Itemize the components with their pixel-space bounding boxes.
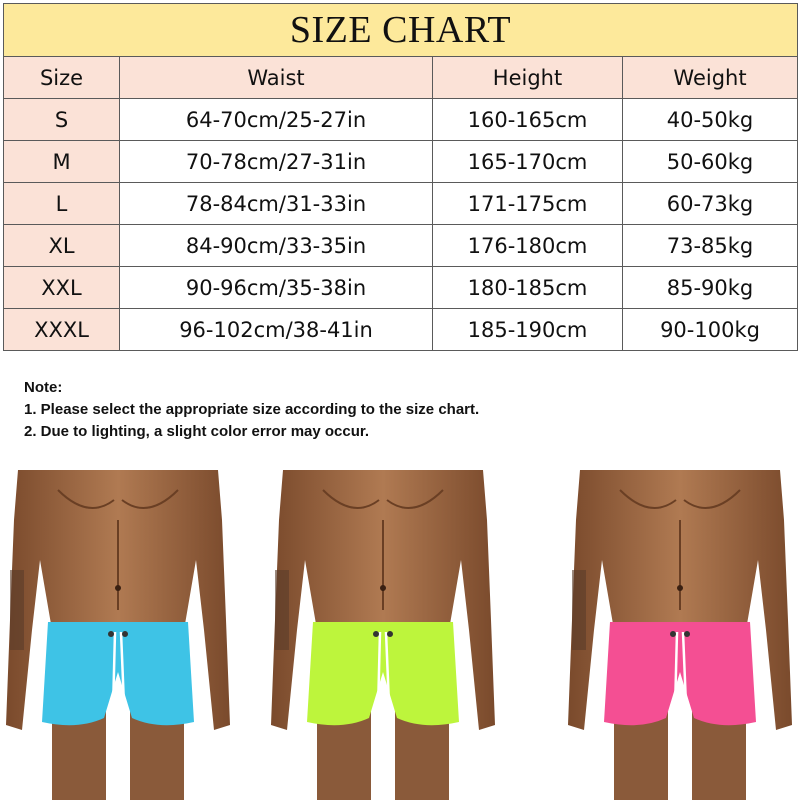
model-photo bbox=[5, 469, 231, 800]
column-header-waist: Waist bbox=[119, 56, 433, 99]
product-photos bbox=[5, 469, 793, 800]
height-cell: 176-180cm bbox=[432, 224, 623, 267]
notes: Note: 1. Please select the appropriate s… bbox=[24, 377, 479, 443]
model-photo bbox=[567, 469, 793, 800]
weight-cell: 40-50kg bbox=[622, 98, 798, 141]
column-header-size: Size bbox=[3, 56, 120, 99]
size-cell: M bbox=[3, 140, 120, 183]
size-cell: S bbox=[3, 98, 120, 141]
size-cell: XXL bbox=[3, 266, 120, 309]
waist-cell: 96-102cm/38-41in bbox=[119, 308, 433, 351]
waist-cell: 90-96cm/35-38in bbox=[119, 266, 433, 309]
column-header-height: Height bbox=[432, 56, 623, 99]
swim-shorts bbox=[604, 622, 756, 726]
table-row: M 70-78cm/27-31in 165-170cm 50-60kg bbox=[3, 140, 798, 183]
waist-cell: 70-78cm/27-31in bbox=[119, 140, 433, 183]
table-row: L 78-84cm/31-33in 171-175cm 60-73kg bbox=[3, 182, 798, 225]
height-cell: 165-170cm bbox=[432, 140, 623, 183]
weight-cell: 60-73kg bbox=[622, 182, 798, 225]
model-photo bbox=[270, 469, 496, 800]
weight-cell: 90-100kg bbox=[622, 308, 798, 351]
table-row: XXL 90-96cm/35-38in 180-185cm 85-90kg bbox=[3, 266, 798, 309]
height-cell: 180-185cm bbox=[432, 266, 623, 309]
waist-cell: 84-90cm/33-35in bbox=[119, 224, 433, 267]
table-row: S 64-70cm/25-27in 160-165cm 40-50kg bbox=[3, 98, 798, 141]
size-chart-title: SIZE CHART bbox=[3, 3, 798, 57]
waist-cell: 64-70cm/25-27in bbox=[119, 98, 433, 141]
weight-cell: 73-85kg bbox=[622, 224, 798, 267]
size-cell: L bbox=[3, 182, 120, 225]
waist-cell: 78-84cm/31-33in bbox=[119, 182, 433, 225]
height-cell: 160-165cm bbox=[432, 98, 623, 141]
size-cell: XL bbox=[3, 224, 120, 267]
notes-heading: Note: bbox=[24, 379, 63, 396]
note-item: 1. Please select the appropriate size ac… bbox=[24, 401, 480, 418]
note-item: 2. Due to lighting, a slight color error… bbox=[24, 423, 370, 440]
weight-cell: 85-90kg bbox=[622, 266, 798, 309]
table-row: XXXL 96-102cm/38-41in 185-190cm 90-100kg bbox=[3, 308, 798, 351]
weight-cell: 50-60kg bbox=[622, 140, 798, 183]
table-row: XL 84-90cm/33-35in 176-180cm 73-85kg bbox=[3, 224, 798, 267]
size-chart-table: SIZE CHART Size Waist Height Weight S 64-… bbox=[3, 3, 798, 351]
size-cell: XXXL bbox=[3, 308, 120, 351]
swim-shorts bbox=[42, 622, 194, 726]
column-header-weight: Weight bbox=[622, 56, 798, 99]
height-cell: 171-175cm bbox=[432, 182, 623, 225]
swim-shorts bbox=[307, 622, 459, 726]
height-cell: 185-190cm bbox=[432, 308, 623, 351]
